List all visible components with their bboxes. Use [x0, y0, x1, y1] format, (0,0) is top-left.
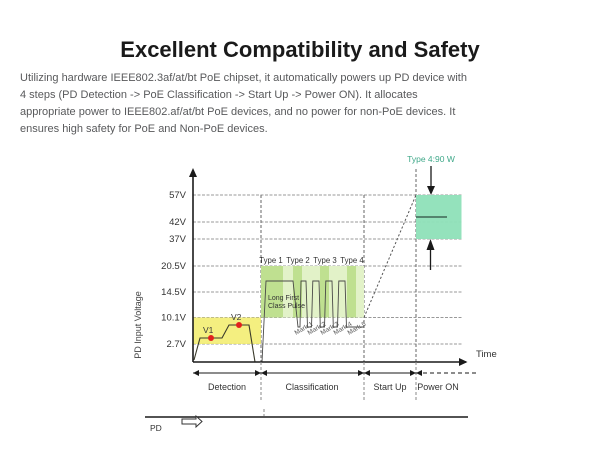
svg-text:Type 2: Type 2	[286, 256, 309, 265]
svg-text:Long First: Long First	[268, 295, 299, 302]
svg-text:Start Up: Start Up	[373, 382, 406, 392]
svg-text:10.1V: 10.1V	[161, 313, 186, 324]
svg-text:37V: 37V	[169, 234, 187, 245]
svg-text:V2: V2	[231, 312, 242, 322]
svg-text:Detection: Detection	[208, 382, 246, 392]
svg-text:Time: Time	[476, 349, 497, 360]
svg-text:57V: 57V	[169, 190, 187, 201]
svg-text:Class Pulse: Class Pulse	[268, 303, 305, 310]
svg-text:42V: 42V	[169, 217, 187, 228]
svg-text:V1: V1	[203, 325, 214, 335]
svg-text:Type 1: Type 1	[259, 256, 282, 265]
svg-text:14.5V: 14.5V	[161, 287, 186, 298]
svg-text:20.5V: 20.5V	[161, 261, 186, 272]
svg-text:PD Input Voltage: PD Input Voltage	[133, 291, 143, 359]
svg-text:Type 4: Type 4	[340, 256, 364, 265]
svg-text:Power ON: Power ON	[417, 382, 459, 392]
svg-text:PD: PD	[150, 423, 162, 433]
svg-text:Classification: Classification	[285, 382, 338, 392]
svg-text:Type 4:90 W: Type 4:90 W	[407, 154, 455, 164]
svg-text:Type 3: Type 3	[313, 256, 336, 265]
svg-text:2.7V: 2.7V	[166, 339, 186, 350]
